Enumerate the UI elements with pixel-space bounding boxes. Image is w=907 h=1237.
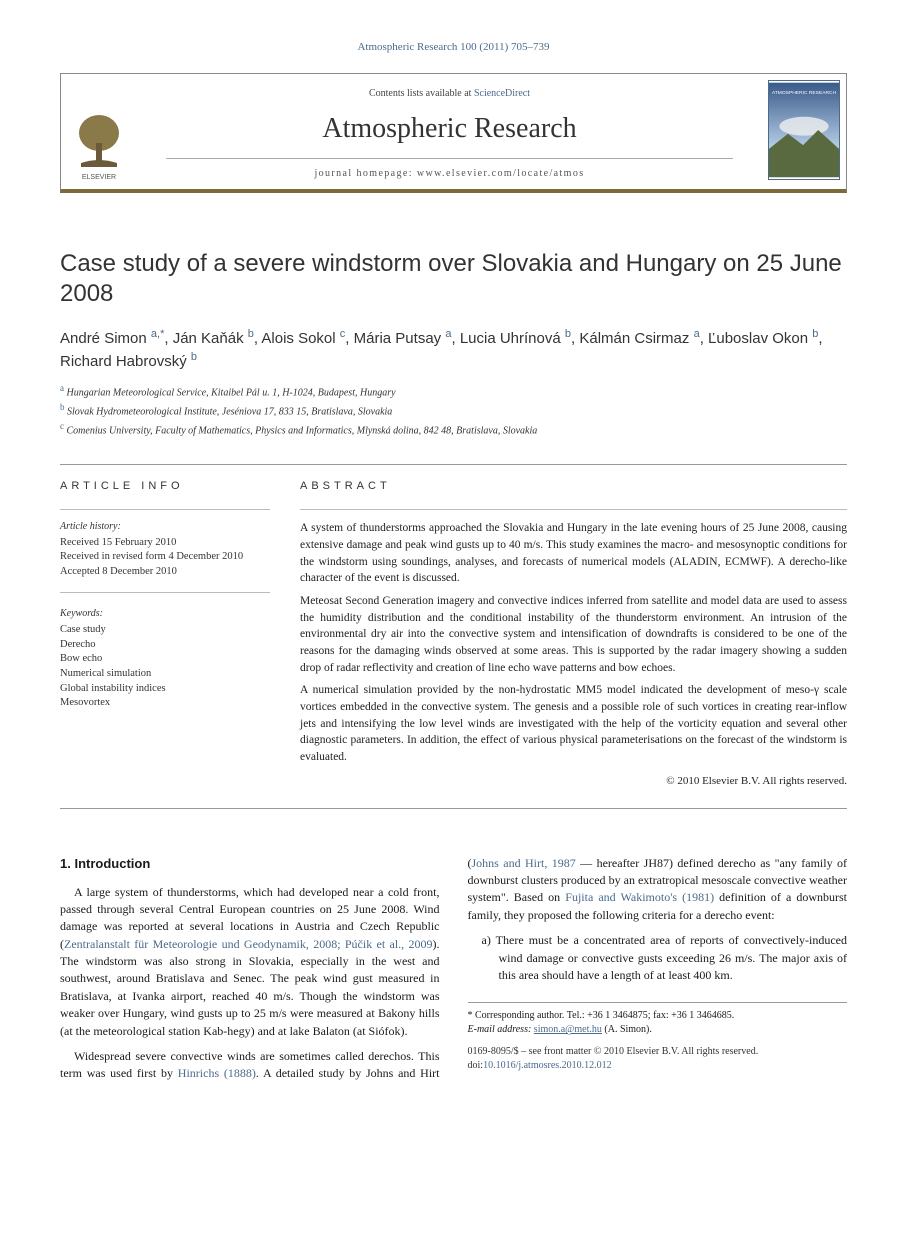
- abstract-para: A system of thunderstorms approached the…: [300, 520, 847, 587]
- keyword: Bow echo: [60, 652, 270, 667]
- article-info-heading: ARTICLE INFO: [60, 479, 270, 494]
- corresponding-note: * Corresponding author. Tel.: +36 1 3464…: [468, 1009, 848, 1023]
- abstract-copyright: © 2010 Elsevier B.V. All rights reserved…: [300, 774, 847, 790]
- svg-text:ATMOSPHERIC RESEARCH: ATMOSPHERIC RESEARCH: [772, 90, 837, 96]
- abstract: ABSTRACT A system of thunderstorms appro…: [300, 465, 847, 807]
- author: Kálmán Csirmaz a: [579, 330, 699, 347]
- ref-link[interactable]: Johns and Hirt, 1987: [472, 856, 576, 870]
- journal-header: ELSEVIER Contents lists available at Sci…: [60, 73, 847, 193]
- cover-icon: ATMOSPHERIC RESEARCH: [768, 80, 840, 180]
- keyword: Mesovortex: [60, 696, 270, 711]
- sciencedirect-link[interactable]: ScienceDirect: [474, 88, 530, 99]
- article-title: Case study of a severe windstorm over Sl…: [60, 249, 847, 309]
- abstract-heading: ABSTRACT: [300, 479, 847, 495]
- history-line: Received 15 February 2010: [60, 536, 270, 551]
- ref-link[interactable]: Fujita and Wakimoto's (1981): [565, 890, 714, 904]
- criteria-list: a) There must be a concentrated area of …: [482, 932, 848, 984]
- svg-text:ELSEVIER: ELSEVIER: [82, 174, 116, 181]
- history-line: Accepted 8 December 2010: [60, 565, 270, 580]
- body-para: A large system of thunderstorms, which h…: [60, 884, 440, 1041]
- keyword: Global instability indices: [60, 682, 270, 697]
- author: Ján Kaňák b: [173, 330, 254, 347]
- author: Lucia Uhrínová b: [460, 330, 571, 347]
- doi-link[interactable]: 10.1016/j.atmosres.2010.12.012: [483, 1060, 612, 1071]
- history-line: Received in revised form 4 December 2010: [60, 550, 270, 565]
- section-heading: 1. Introduction: [60, 855, 440, 874]
- keywords-label: Keywords:: [60, 607, 270, 621]
- history-label: Article history:: [60, 520, 270, 534]
- footnotes: * Corresponding author. Tel.: +36 1 3464…: [468, 1002, 848, 1073]
- author: Mária Putsay a: [354, 330, 452, 347]
- ref-link[interactable]: Hinrichs (1888): [178, 1066, 256, 1080]
- keyword: Derecho: [60, 638, 270, 653]
- elsevier-logo: ELSEVIER: [61, 74, 137, 189]
- email-note: E-mail address: simon.a@met.hu (A. Simon…: [468, 1023, 848, 1037]
- ref-link[interactable]: Zentralanstalt für Meteorologie und Geod…: [64, 937, 433, 951]
- affiliation: a Hungarian Meteorological Service, Kita…: [60, 382, 847, 401]
- journal-homepage: journal homepage: www.elsevier.com/locat…: [166, 158, 734, 181]
- abstract-para: A numerical simulation provided by the n…: [300, 682, 847, 765]
- email-link[interactable]: simon.a@met.hu: [534, 1024, 602, 1035]
- affiliations: a Hungarian Meteorological Service, Kita…: [60, 382, 847, 438]
- author: Alois Sokol c: [261, 330, 345, 347]
- contents-list-line: Contents lists available at ScienceDirec…: [369, 87, 530, 101]
- keyword: Case study: [60, 623, 270, 638]
- article-info: ARTICLE INFO Article history: Received 1…: [60, 465, 270, 807]
- elsevier-tree-icon: ELSEVIER: [69, 109, 129, 183]
- abstract-para: Meteosat Second Generation imagery and c…: [300, 593, 847, 676]
- body-columns: 1. Introduction A large system of thunde…: [60, 855, 847, 1083]
- doi-line: doi:10.1016/j.atmosres.2010.12.012: [468, 1059, 848, 1073]
- citation-line: Atmospheric Research 100 (2011) 705–739: [60, 40, 847, 55]
- affiliation: c Comenius University, Faculty of Mathem…: [60, 420, 847, 439]
- keyword: Numerical simulation: [60, 667, 270, 682]
- author-list: André Simon a,*, Ján Kaňák b, Alois Soko…: [60, 327, 847, 372]
- author: Richard Habrovský b: [60, 353, 197, 370]
- front-matter-line: 0169-8095/$ – see front matter © 2010 El…: [468, 1045, 848, 1059]
- journal-cover-thumb: ATMOSPHERIC RESEARCH: [762, 74, 846, 189]
- journal-name: Atmospheric Research: [322, 109, 576, 148]
- author: Ľuboslav Okon b: [708, 330, 818, 347]
- list-item: a) There must be a concentrated area of …: [482, 932, 848, 984]
- author: André Simon a,*: [60, 330, 164, 347]
- footer-block: 0169-8095/$ – see front matter © 2010 El…: [468, 1045, 848, 1073]
- affiliation: b Slovak Hydrometeorological Institute, …: [60, 401, 847, 420]
